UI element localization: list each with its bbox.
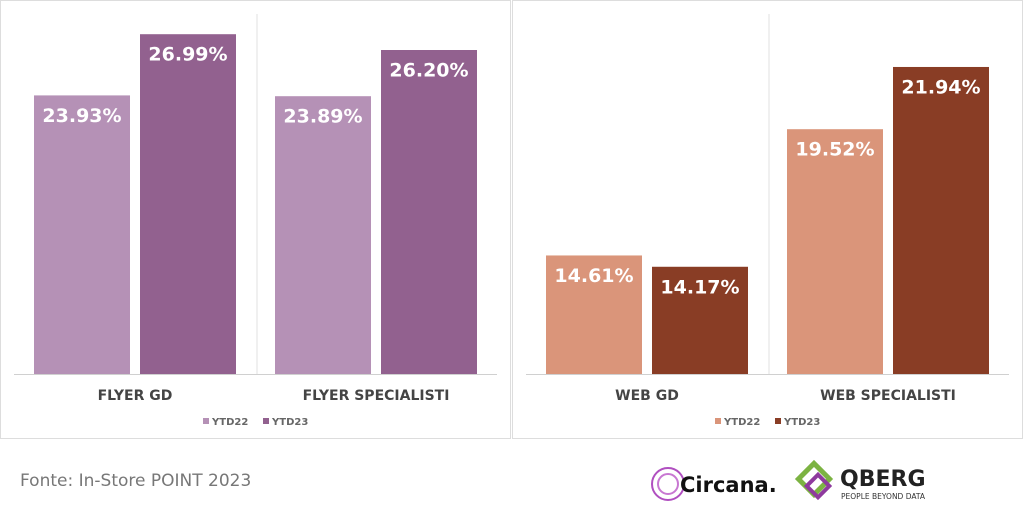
x-tick-label: WEB SPECIALISTI [820, 388, 956, 404]
legend-swatch [715, 418, 721, 424]
legend-label: YTD22 [211, 417, 248, 428]
logo-icon [803, 471, 833, 501]
bar [787, 129, 883, 374]
panel-frame [512, 0, 1023, 439]
value-label: 14.17% [660, 276, 739, 298]
logo-icon [651, 467, 685, 501]
legend-label: YTD23 [783, 417, 820, 428]
legend-swatch [203, 418, 209, 424]
x-tick-label: FLYER SPECIALISTI [303, 388, 450, 404]
bar [381, 50, 477, 374]
legend-label: YTD23 [271, 417, 308, 428]
logo-text: Circana. [680, 473, 777, 497]
x-tick-label: FLYER GD [98, 388, 173, 404]
value-label: 26.20% [389, 60, 468, 82]
value-label: 21.94% [901, 76, 980, 98]
bar [34, 95, 130, 375]
bar [546, 255, 642, 374]
circana-logo: Circana. [651, 467, 777, 501]
value-label: 14.61% [554, 265, 633, 287]
bar [275, 96, 371, 374]
bar [893, 66, 989, 374]
qberg-logo: QBERG PEOPLE BEYOND DATA [794, 459, 926, 501]
logo-icon [657, 473, 679, 495]
value-label: 26.99% [148, 44, 227, 66]
source-note: Fonte: In-Store POINT 2023 [20, 471, 251, 491]
value-label: 19.52% [795, 139, 874, 161]
bar [140, 34, 236, 374]
logo-tagline: PEOPLE BEYOND DATA [841, 492, 926, 501]
legend-swatch [775, 418, 781, 424]
value-label: 23.89% [283, 106, 362, 128]
logo-text: QBERG [840, 467, 926, 492]
x-tick-label: WEB GD [615, 388, 679, 404]
legend-swatch [263, 418, 269, 424]
legend-label: YTD22 [723, 417, 760, 428]
value-label: 23.93% [42, 105, 121, 127]
bar [652, 266, 748, 374]
panel-frame [0, 0, 511, 439]
